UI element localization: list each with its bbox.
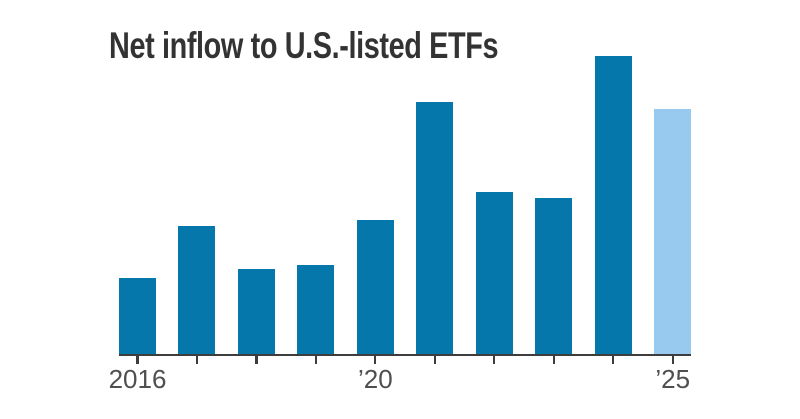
bar-2024 (594, 56, 632, 354)
x-tick-2023 (552, 356, 555, 364)
bar-2016 (119, 278, 156, 354)
bar-2025 (654, 109, 692, 354)
x-tick-2020 (374, 356, 377, 364)
x-tick-2017 (195, 356, 199, 364)
bar-2017 (178, 226, 216, 354)
x-tick-label-2020: ’20 (358, 364, 393, 394)
chart-title: Net inflow to U.S.-listed ETFs (109, 25, 499, 66)
bar-2020 (356, 220, 394, 354)
bar-2022 (475, 192, 513, 354)
x-tick-2019 (314, 356, 317, 364)
x-tick-2021 (433, 356, 436, 364)
bar-2018 (237, 269, 275, 354)
x-tick-2025 (671, 356, 674, 364)
bar-2023 (535, 198, 573, 354)
x-tick-2022 (493, 356, 496, 364)
bar-2019 (297, 265, 335, 354)
x-tick-label-2025: ’25 (655, 364, 691, 394)
bar-2021 (416, 102, 454, 354)
x-tick-2018 (255, 356, 258, 364)
x-tick-label-2016: 2016 (108, 364, 167, 394)
x-tick-2016 (136, 356, 139, 364)
x-axis-line (119, 353, 691, 356)
x-tick-2024 (612, 356, 615, 364)
